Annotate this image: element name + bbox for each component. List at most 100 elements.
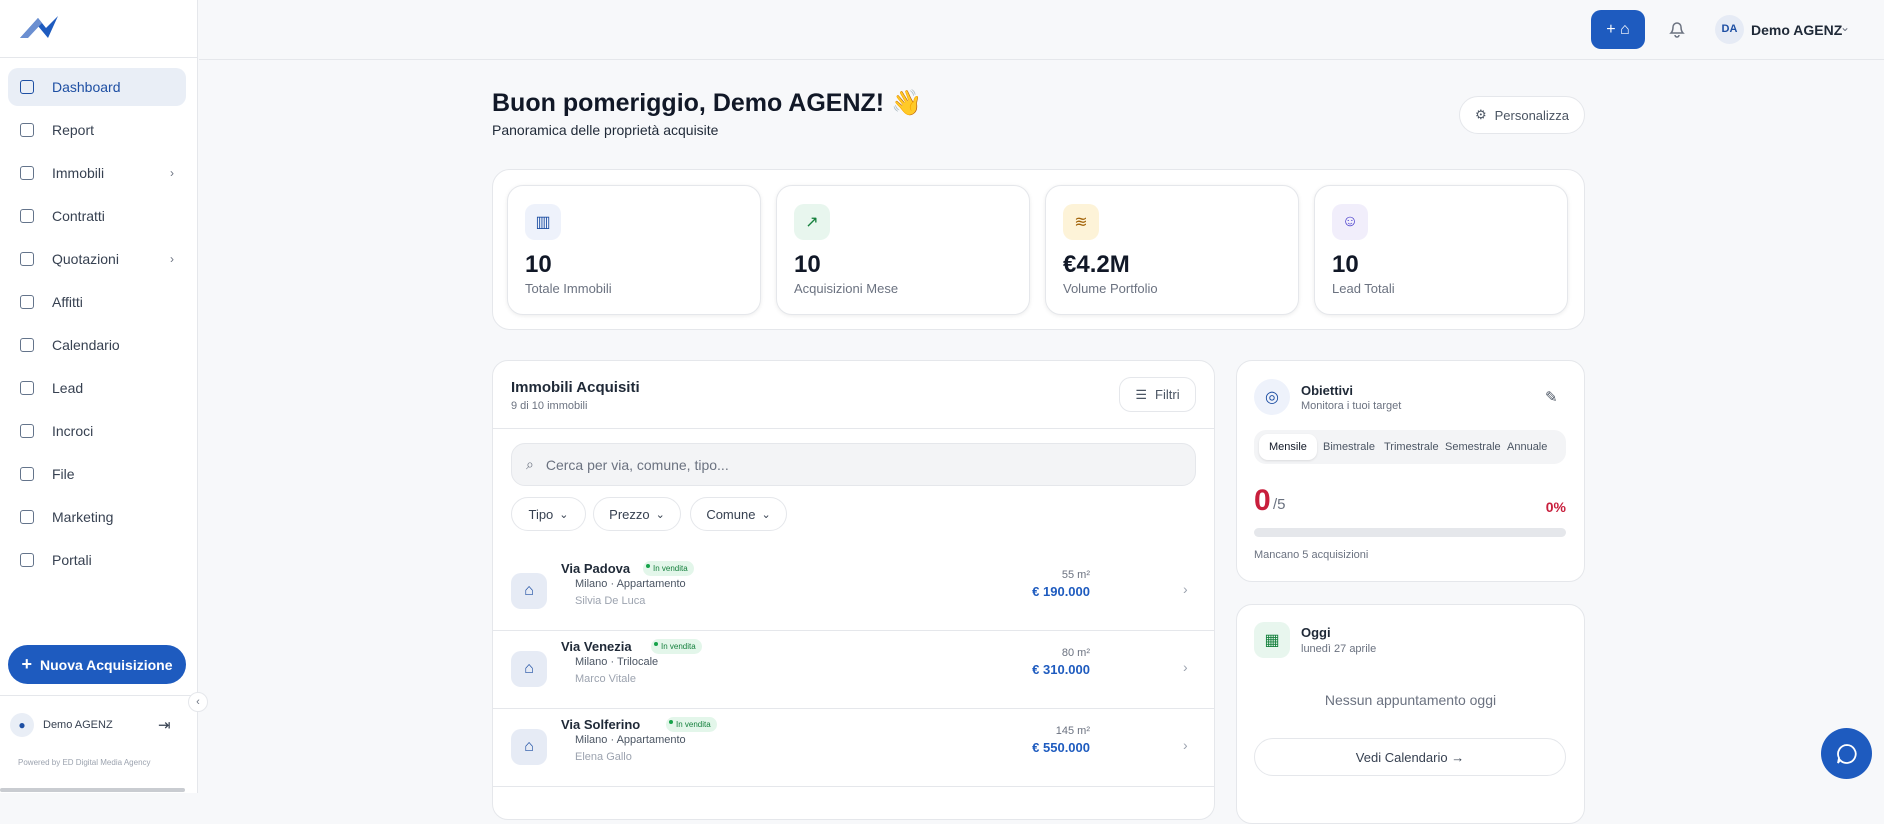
property-icon: ⌂ (511, 651, 547, 687)
nav-item[interactable]: Dashboard (8, 68, 186, 106)
nav-item[interactable]: Calendario (8, 326, 186, 364)
filter-dropdown[interactable]: Tipo ⌄ (511, 497, 586, 531)
card-count: 9 di 10 immobili (511, 400, 588, 412)
nav-icon (20, 123, 34, 137)
filter-label: Comune (706, 506, 756, 522)
collapse-button[interactable]: ‹ (188, 692, 208, 712)
nav-label: Incroci (52, 423, 94, 439)
property-row[interactable] (493, 631, 1214, 709)
calendar-icon: ▦ (1254, 622, 1290, 658)
edit-button[interactable]: ✎ (1545, 389, 1558, 406)
card-subtitle: Monitora i tuoi target (1301, 400, 1402, 412)
powered-by: Powered by ED Digital Media Agency (18, 758, 151, 767)
period-tab[interactable]: Mensile (1259, 434, 1317, 460)
sidebar: Dashboard Report Immobili › Contratti Quotazi… (0, 0, 208, 793)
search-placeholder: Cerca per via, comune, tipo... (545, 456, 729, 473)
property-location: Milano · Appartamento (575, 578, 686, 590)
notifications-button[interactable] (1667, 19, 1687, 39)
period-tab[interactable]: Annuale (1507, 441, 1548, 453)
logo[interactable] (18, 14, 60, 40)
user-initials[interactable]: DA (1715, 15, 1744, 44)
property-location: Milano · Trilocale (575, 656, 659, 668)
status-badge: In vendita (643, 561, 694, 576)
nav-item[interactable]: Affitti (8, 283, 186, 321)
filter-label: Tipo (528, 506, 554, 522)
card-title: Obiettivi (1301, 383, 1354, 398)
status-badge: In vendita (666, 717, 717, 732)
goal-value: 0 (1254, 484, 1271, 517)
stat-icon: ▥ (525, 204, 561, 240)
stat-icon: ↗ (794, 204, 830, 240)
card-title: Oggi (1301, 625, 1331, 640)
logout-button[interactable]: ⇥ (158, 717, 171, 734)
property-street: Via Venezia (561, 639, 632, 654)
filter-chevron: ⌄ (559, 508, 569, 521)
user-menu-chevron[interactable]: ⌄ (1840, 20, 1851, 34)
property-street: Via Solferino (561, 717, 641, 732)
status-badge: In vendita (651, 639, 702, 654)
nav-item[interactable]: Lead (8, 369, 186, 407)
search-input[interactable]: ⌕ Cerca per via, comune, tipo... (511, 443, 1196, 486)
stat-label: Lead Totali (1332, 281, 1395, 296)
user-avatar: ● (10, 713, 34, 737)
chat-icon (1836, 743, 1857, 764)
user-menu[interactable]: Demo AGENZ (1751, 22, 1843, 38)
status-dot (669, 720, 673, 724)
filter-chevron: ⌄ (655, 508, 665, 521)
new-acquisition-button[interactable]: + Nuova Acquisizione (8, 645, 186, 684)
nav-icon (20, 553, 34, 567)
period-tab[interactable]: Bimestrale (1323, 441, 1375, 453)
filters-button[interactable]: ☰ Filtri (1119, 377, 1196, 412)
nav-item[interactable]: Incroci (8, 412, 186, 450)
nav-item[interactable]: Quotazioni › (8, 240, 186, 278)
property-area: 80 m² (1061, 647, 1090, 659)
property-price: € 310.000 (1032, 662, 1090, 677)
nav-label: Calendario (52, 337, 120, 353)
button-label: Nuova Acquisizione (40, 656, 173, 673)
nav-icon (20, 295, 34, 309)
filter-dropdown[interactable]: Comune ⌄ (690, 497, 787, 531)
stat-value: €4.2M (1063, 251, 1130, 278)
filter-label: Prezzo (609, 506, 650, 522)
today-card (1236, 604, 1585, 824)
user-name: Demo AGENZ (43, 719, 113, 731)
property-row[interactable] (493, 709, 1214, 787)
stat-value: 10 (525, 251, 552, 278)
nav-icon (20, 80, 34, 94)
divider (0, 57, 198, 58)
scrollbar (0, 788, 185, 792)
nav-icon (20, 252, 34, 266)
nav-icon (20, 424, 34, 438)
nav-item[interactable]: Portali (8, 541, 186, 579)
stat-icon: ☺ (1332, 204, 1368, 240)
quick-add-button[interactable]: + ⌂ (1591, 10, 1645, 49)
calendar-button[interactable]: Vedi Calendario → (1254, 738, 1566, 776)
period-tab[interactable]: Semestrale (1445, 441, 1501, 453)
property-agent: Elena Gallo (575, 751, 632, 763)
button-label: Personalizza (1494, 107, 1570, 123)
nav-item[interactable]: File (8, 455, 186, 493)
filter-dropdown[interactable]: Prezzo ⌄ (593, 497, 681, 531)
nav-item[interactable]: Immobili › (8, 154, 186, 192)
property-area: 145 m² (1055, 725, 1090, 737)
filter-chevron: ⌄ (761, 508, 771, 521)
period-tab[interactable]: Trimestrale (1384, 441, 1439, 453)
nav-icon (20, 338, 34, 352)
nav-label: File (52, 466, 75, 482)
property-location: Milano · Appartamento (575, 734, 686, 746)
nav-item[interactable]: Contratti (8, 197, 186, 235)
customize-button[interactable]: ⚙ Personalizza (1459, 96, 1585, 134)
stat-label: Acquisizioni Mese (794, 281, 899, 296)
nav-item[interactable]: Marketing (8, 498, 186, 536)
nav-label: Contratti (52, 208, 105, 224)
nav-icon (20, 510, 34, 524)
nav-label: Quotazioni (52, 251, 119, 267)
stat-label: Totale Immobili (525, 281, 612, 296)
chat-button[interactable] (1821, 728, 1872, 779)
property-icon: ⌂ (511, 729, 547, 765)
property-row[interactable] (493, 553, 1214, 631)
nav-item[interactable]: Report (8, 111, 186, 149)
goal-target: /5 (1273, 496, 1286, 513)
card-date: lunedì 27 aprile (1301, 643, 1377, 655)
